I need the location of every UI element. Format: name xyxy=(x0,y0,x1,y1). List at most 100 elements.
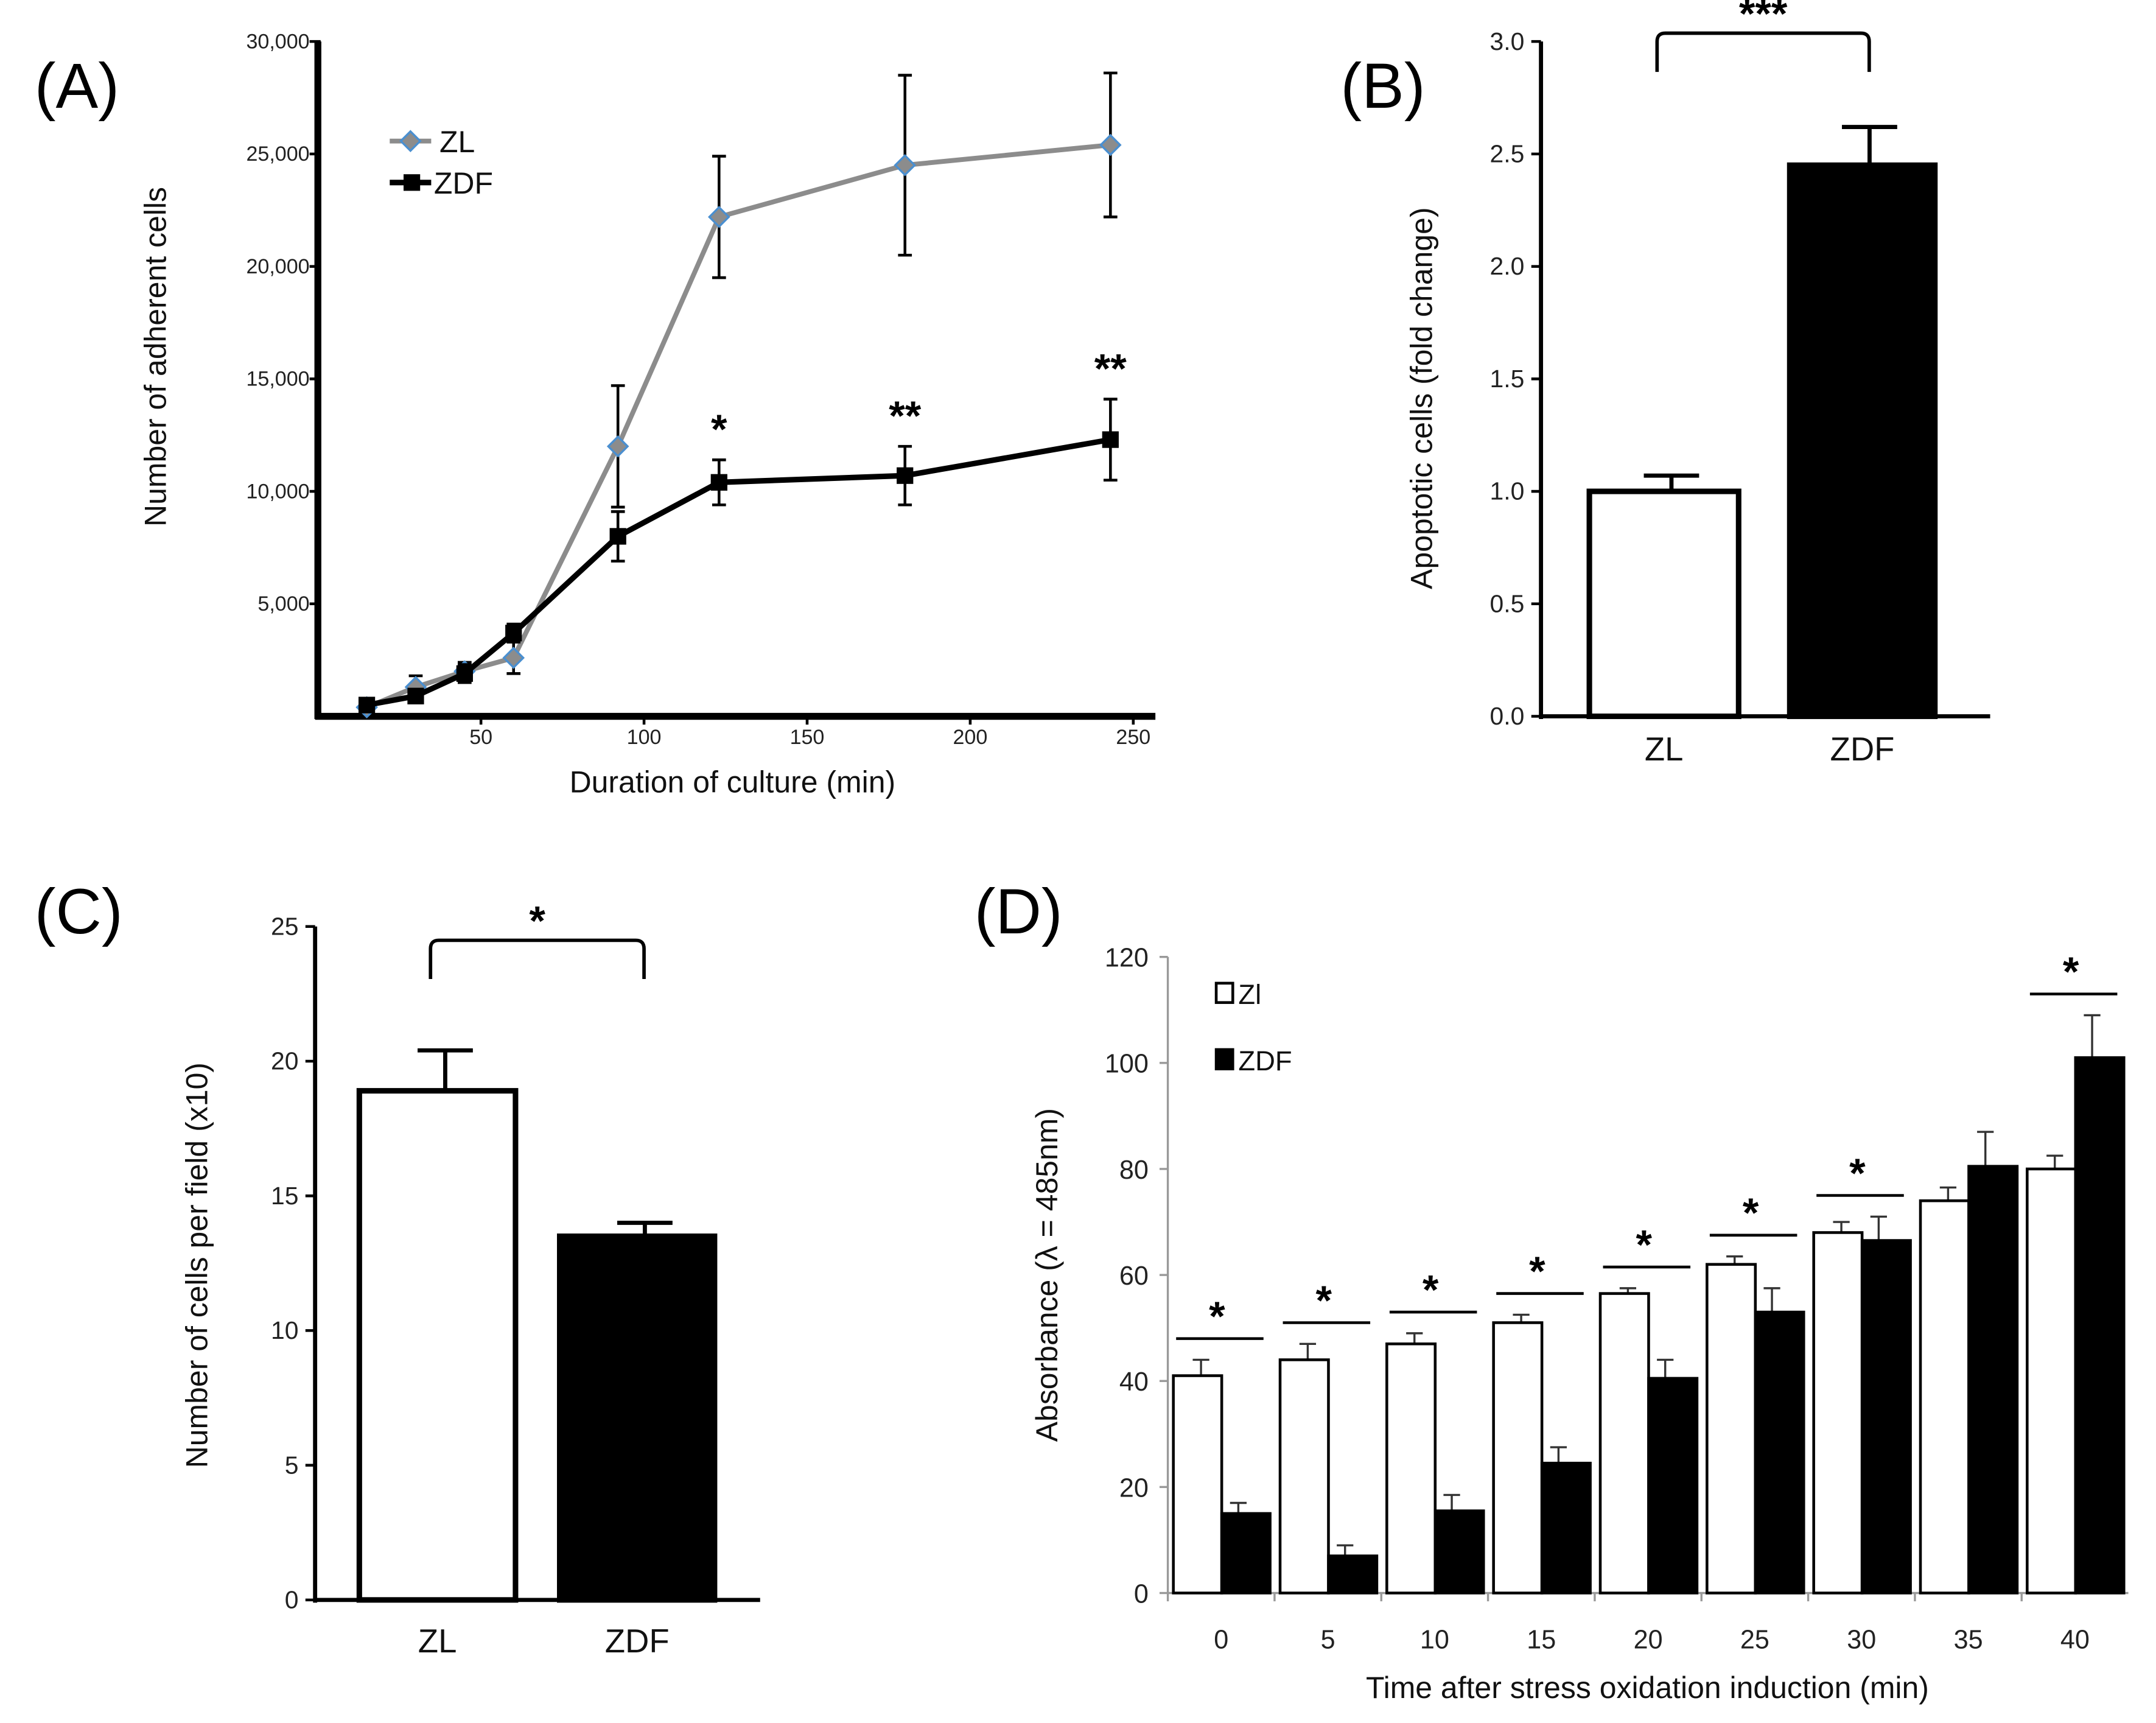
a-x-axis-title: Duration of culture (min) xyxy=(570,765,896,799)
d-bar-zl xyxy=(1706,1263,1757,1595)
a-y-tick-label: 10,000 xyxy=(246,480,309,503)
a-legend-zl-label: ZL xyxy=(439,125,475,159)
a-zdf-point xyxy=(456,665,473,682)
d-y-tick-label: 20 xyxy=(1119,1473,1149,1503)
d-significance-marker: * xyxy=(1743,1190,1759,1236)
c-category-label: ZL xyxy=(418,1623,457,1660)
b-y-tick-label: 2.5 xyxy=(1490,139,1525,167)
a-legend-zdf-marker xyxy=(403,174,421,191)
b-bar-zdf xyxy=(1787,162,1938,720)
c-y-tick-label: 5 xyxy=(285,1451,299,1479)
b-y-tick-label: 2.0 xyxy=(1490,252,1525,280)
b-y-tick-label: 0.5 xyxy=(1490,589,1525,617)
d-x-tick-label: 20 xyxy=(1634,1625,1663,1654)
d-y-tick-label: 40 xyxy=(1119,1367,1149,1397)
a-zl-point xyxy=(708,206,730,228)
a-zdf-point xyxy=(1102,431,1119,448)
b-y-tick-label: 1.0 xyxy=(1490,477,1525,505)
c-category-label: ZDF xyxy=(605,1623,670,1660)
d-significance-marker: * xyxy=(1529,1248,1545,1294)
a-y-tick-label: 5,000 xyxy=(257,592,309,616)
a-significance-marker: * xyxy=(711,406,727,452)
b-y-axis-title: Apoptotic cells (fold change) xyxy=(1404,207,1438,589)
c-bar-zdf xyxy=(557,1233,718,1603)
d-bar-zl xyxy=(2026,1167,2077,1595)
a-y-tick-label: 30,000 xyxy=(246,30,309,53)
c-y-tick-label: 20 xyxy=(271,1047,298,1075)
c-bar-zl xyxy=(356,1088,519,1603)
b-category-label: ZL xyxy=(1645,731,1684,768)
a-zdf-point xyxy=(609,528,626,545)
a-x-tick-label: 200 xyxy=(953,726,987,749)
d-bar-zdf xyxy=(1860,1239,1912,1595)
c-significance-marker: * xyxy=(529,897,545,944)
a-zl-line xyxy=(366,142,1111,710)
a-zdf-point xyxy=(897,467,914,484)
d-legend-zdf-label: ZDF xyxy=(1238,1045,1292,1076)
d-bar-zdf xyxy=(1647,1377,1699,1595)
d-bar-zdf xyxy=(1967,1165,2019,1595)
d-y-tick-label: 120 xyxy=(1105,944,1149,973)
d-bar-zdf xyxy=(1754,1310,1805,1595)
d-bar-zdf xyxy=(1327,1554,1379,1595)
c-y-tick-label: 15 xyxy=(271,1182,298,1210)
a-significance-marker: ** xyxy=(1094,345,1127,391)
d-bar-zl xyxy=(1919,1199,1970,1595)
b-significance-bracket xyxy=(1655,31,1871,72)
d-significance-marker: * xyxy=(2063,949,2079,995)
d-bar-zdf xyxy=(1433,1509,1485,1595)
d-y-axis-title: Absorbance (λ = 485nm) xyxy=(1030,1108,1064,1442)
d-x-axis-title: Time after stress oxidation induction (m… xyxy=(1366,1671,1929,1705)
a-x-tick-label: 150 xyxy=(790,726,825,749)
d-legend-zl-swatch xyxy=(1214,981,1234,1004)
d-bar-zdf xyxy=(1540,1461,1592,1595)
a-significance-marker: ** xyxy=(889,393,921,439)
a-zl-point xyxy=(894,154,917,177)
d-bar-zdf xyxy=(1220,1512,1272,1595)
b-y-tick-label: 0.0 xyxy=(1490,702,1525,730)
c-y-axis-title: Number of cells per field (x10) xyxy=(180,1062,214,1468)
d-x-tick-label: 30 xyxy=(1847,1625,1876,1654)
c-y-tick-label: 0 xyxy=(285,1585,299,1613)
b-y-tick-label: 1.5 xyxy=(1490,365,1525,393)
d-bar-zl xyxy=(1385,1342,1437,1595)
a-zdf-point xyxy=(358,697,376,714)
d-bar-zdf xyxy=(2074,1056,2126,1595)
panel-label-c: (C) xyxy=(35,876,123,947)
d-legend-zdf-swatch xyxy=(1214,1048,1234,1070)
d-significance-marker: * xyxy=(1209,1293,1225,1339)
a-zdf-point xyxy=(505,625,522,642)
a-zl-point xyxy=(1099,133,1122,156)
d-x-tick-label: 0 xyxy=(1214,1625,1228,1654)
d-significance-marker: * xyxy=(1849,1150,1866,1196)
c-y-tick-label: 10 xyxy=(271,1316,298,1344)
d-y-tick-label: 60 xyxy=(1119,1262,1149,1291)
a-legend-zdf-label: ZDF xyxy=(434,166,493,200)
d-legend-zl-label: Zl xyxy=(1238,979,1261,1010)
d-significance-marker: * xyxy=(1636,1221,1653,1268)
d-y-tick-label: 100 xyxy=(1105,1050,1149,1079)
a-y-axis-title: Number of adherent cells xyxy=(138,187,172,527)
d-significance-marker: * xyxy=(1316,1277,1332,1324)
d-y-tick-label: 0 xyxy=(1134,1579,1149,1609)
panel-label-b: (B) xyxy=(1340,51,1425,122)
b-y-tick-label: 3.0 xyxy=(1490,27,1525,55)
b-bar-zl xyxy=(1586,488,1741,720)
d-significance-marker: * xyxy=(1423,1266,1439,1313)
a-y-tick-label: 25,000 xyxy=(246,142,309,166)
d-bar-zl xyxy=(1812,1231,1864,1595)
a-zdf-point xyxy=(710,474,727,491)
b-significance-marker: *** xyxy=(1739,0,1788,37)
c-significance-bracket xyxy=(429,938,646,980)
a-zl-point xyxy=(502,647,525,669)
panel-label-a: (A) xyxy=(35,51,119,122)
d-x-tick-label: 35 xyxy=(1954,1625,1983,1654)
d-bar-zl xyxy=(1598,1292,1650,1595)
a-zl-point xyxy=(606,435,629,458)
panel-label-d: (D) xyxy=(975,876,1063,947)
d-bar-zl xyxy=(1492,1321,1544,1595)
a-zdf-point xyxy=(407,687,424,704)
a-y-tick-label: 15,000 xyxy=(246,368,309,391)
a-x-tick-label: 100 xyxy=(627,726,662,749)
